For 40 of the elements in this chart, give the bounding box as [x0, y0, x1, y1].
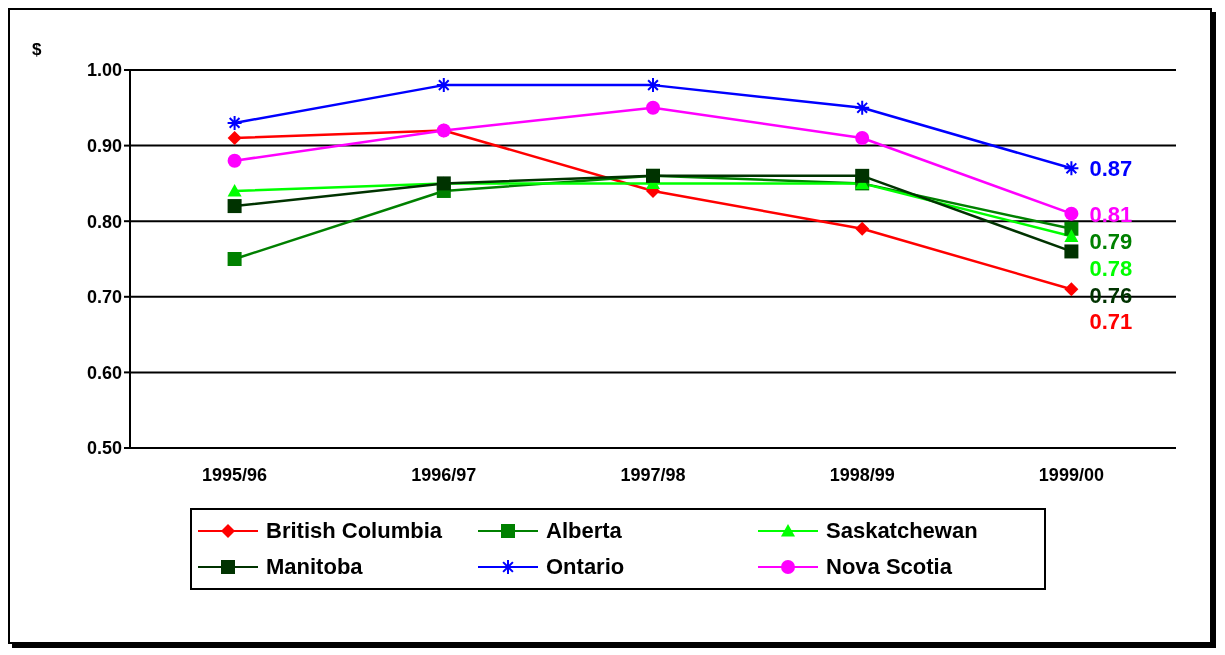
legend-label: Nova Scotia: [826, 554, 952, 580]
point: [1064, 244, 1079, 259]
point: [227, 183, 242, 197]
point: [855, 131, 870, 146]
point: [227, 153, 242, 168]
legend-label: Manitoba: [266, 554, 363, 580]
point: [855, 168, 870, 183]
legend-label: Alberta: [546, 518, 622, 544]
legend-label: Saskatchewan: [826, 518, 978, 544]
x-tick-label: 1996/97: [411, 464, 477, 485]
x-tick-label: 1997/98: [620, 464, 686, 485]
y-tick-label: 0.70: [86, 287, 122, 308]
data-label: 0.79: [1089, 228, 1133, 254]
point: [227, 252, 242, 266]
point: [646, 100, 660, 115]
y-tick-label: 0.80: [86, 211, 122, 232]
point: [1063, 160, 1080, 177]
y-tick-label: 1.00: [86, 60, 122, 81]
legend-label: British Columbia: [266, 518, 443, 544]
point: [226, 114, 243, 131]
x-tick-label: 1999/00: [1038, 464, 1104, 485]
y-axis-title: $: [32, 40, 42, 60]
point: [1064, 229, 1079, 242]
y-tick-label: 0.60: [86, 362, 122, 383]
point: [227, 199, 242, 214]
point: [227, 131, 242, 146]
point: [645, 77, 661, 94]
y-tick-label: 0.50: [86, 438, 122, 459]
x-tick-label: 1995/96: [202, 464, 268, 485]
point: [435, 77, 452, 94]
data-label: 0.78: [1089, 256, 1133, 282]
point: [1064, 206, 1079, 221]
point: [1064, 282, 1079, 297]
point: [855, 221, 870, 236]
legend-label: Ontario: [546, 554, 625, 580]
x-tick-label: 1998/99: [829, 464, 895, 485]
data-label: 0.71: [1089, 308, 1133, 334]
point: [854, 99, 871, 116]
y-tick-label: 0.90: [86, 135, 122, 156]
data-label: 0.87: [1089, 156, 1133, 182]
